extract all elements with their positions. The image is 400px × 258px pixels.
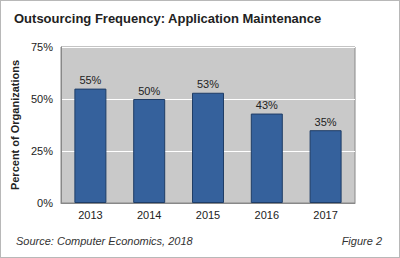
svg-text:43%: 43% xyxy=(256,99,278,111)
svg-text:75%: 75% xyxy=(31,41,53,53)
svg-text:53%: 53% xyxy=(197,78,219,90)
svg-text:25%: 25% xyxy=(31,145,53,157)
svg-text:Figure 2: Figure 2 xyxy=(342,235,382,247)
svg-text:55%: 55% xyxy=(79,74,101,86)
svg-text:2016: 2016 xyxy=(255,209,279,221)
svg-text:Percent of Organizations: Percent of Organizations xyxy=(9,60,21,190)
svg-text:35%: 35% xyxy=(315,116,337,128)
svg-text:2015: 2015 xyxy=(196,209,220,221)
svg-text:Source: Computer Economics, 20: Source: Computer Economics, 2018 xyxy=(16,235,194,247)
svg-text:2017: 2017 xyxy=(313,209,337,221)
svg-text:2013: 2013 xyxy=(78,209,102,221)
svg-text:Outsourcing Frequency: Applica: Outsourcing Frequency: Application Maint… xyxy=(14,11,321,26)
svg-text:50%: 50% xyxy=(138,85,160,97)
svg-text:0%: 0% xyxy=(37,197,53,209)
svg-text:2014: 2014 xyxy=(137,209,161,221)
svg-text:50%: 50% xyxy=(31,93,53,105)
